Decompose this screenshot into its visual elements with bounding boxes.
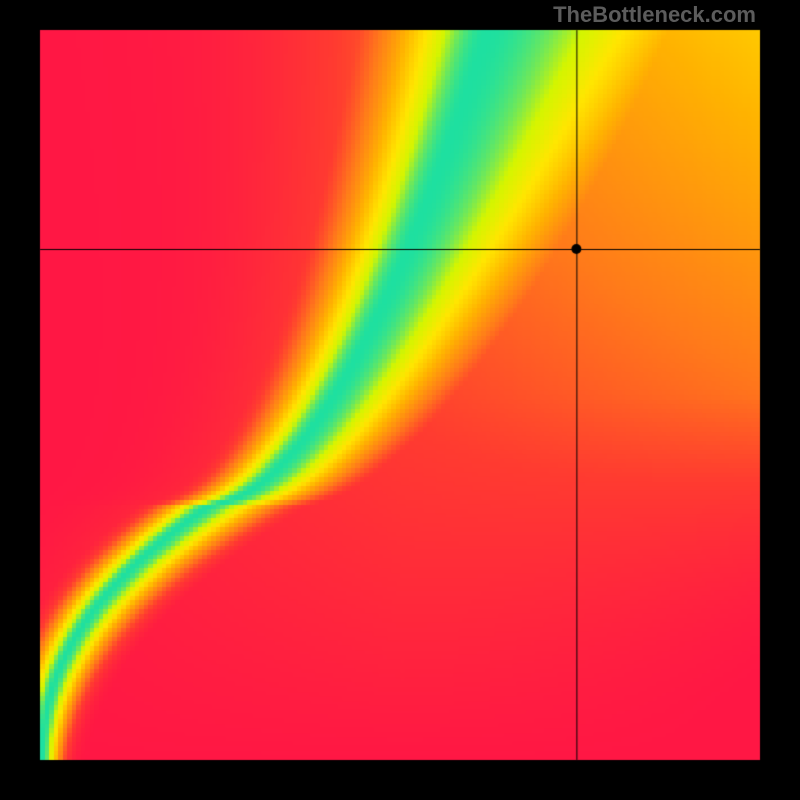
- watermark-text: TheBottleneck.com: [553, 2, 756, 28]
- crosshair-overlay: [0, 0, 800, 800]
